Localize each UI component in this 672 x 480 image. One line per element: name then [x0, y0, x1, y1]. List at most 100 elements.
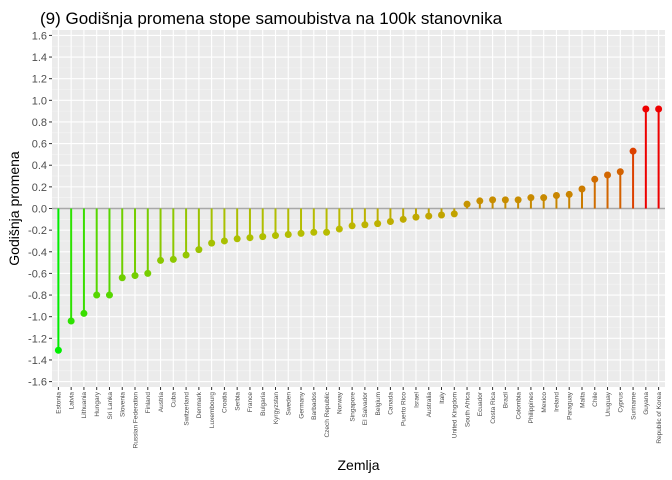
- y-tick-label: -1.2: [28, 333, 47, 345]
- x-tick-label: Finland: [145, 392, 152, 414]
- y-tick-label: 1.6: [32, 30, 47, 42]
- lollipop-point: [489, 196, 497, 204]
- lollipop-point: [323, 228, 331, 236]
- lollipop-point: [412, 213, 420, 221]
- lollipop-point: [54, 346, 62, 354]
- lollipop-point: [348, 222, 356, 230]
- lollipop-point: [450, 210, 458, 218]
- x-tick-label: Canada: [388, 392, 395, 415]
- x-tick-label: Belgium: [375, 392, 382, 415]
- x-tick-label: Luxembourg: [209, 392, 216, 429]
- lollipop-point: [297, 229, 305, 237]
- x-tick-label: Suriname: [630, 392, 637, 420]
- lollipop-point: [438, 211, 446, 219]
- y-tick-label: -1.4: [28, 355, 47, 367]
- lollipop-point: [604, 171, 612, 179]
- lollipop-point: [476, 197, 484, 205]
- lollipop-point: [655, 105, 663, 113]
- lollipop-point: [195, 246, 203, 254]
- lollipop-point: [578, 185, 586, 193]
- lollipop-point: [514, 196, 522, 204]
- x-tick-label: Uruguay: [605, 391, 612, 416]
- lollipop-point: [144, 269, 152, 277]
- x-tick-label: Colombia: [515, 392, 522, 420]
- y-tick-label: 0.2: [32, 182, 47, 194]
- x-tick-label: Czech Republic: [324, 391, 331, 437]
- x-tick-label: Mexico: [541, 392, 548, 413]
- x-tick-label: Barbados: [311, 391, 318, 420]
- x-tick-label: Republic of Korea: [656, 392, 663, 444]
- y-axis: -1.6 -1.4 -1.2 -1.0 -0.8 -0.6 -0.4 -0.2 0.0 0.2 0.…: [28, 30, 52, 389]
- lollipop-point: [399, 215, 407, 223]
- x-tick-label: Singapore: [349, 392, 356, 422]
- lollipop-point: [284, 230, 292, 238]
- x-tick-label: Norway: [337, 391, 344, 414]
- y-tick-label: -1.0: [28, 312, 47, 324]
- x-tick-label: Philippines: [528, 391, 535, 423]
- lollipop-point: [374, 220, 382, 228]
- x-tick-label: Puerto Rico: [400, 392, 407, 426]
- y-tick-label: 0.4: [32, 160, 47, 172]
- y-tick-label: -0.8: [28, 290, 47, 302]
- lollipop-point: [527, 194, 535, 202]
- lollipop-point: [361, 221, 369, 229]
- y-tick-label: 1.4: [32, 52, 47, 64]
- y-tick-label: -0.4: [28, 247, 47, 259]
- lollipop-point: [642, 105, 650, 113]
- x-tick-label: Russian Federation: [132, 392, 139, 449]
- lollipop-point: [335, 225, 343, 233]
- y-tick-label: 1.2: [32, 74, 47, 86]
- lollipop-point: [565, 190, 573, 198]
- lollipop-point: [310, 228, 318, 236]
- lollipop-point: [629, 147, 637, 155]
- x-tick-label: Italy: [439, 391, 446, 404]
- x-axis: Estonia Latvia Lithuania Hungary Sri Lanka Sl…: [56, 387, 663, 448]
- x-tick-label: Costa Rica: [490, 392, 497, 424]
- lollipop-point: [501, 196, 509, 204]
- x-tick-label: Chile: [592, 392, 599, 407]
- x-tick-label: Switzerland: [183, 392, 190, 426]
- lollipop-point: [233, 235, 241, 243]
- x-axis-title: Zemlja: [337, 457, 379, 473]
- lollipop-point: [246, 234, 254, 242]
- x-tick-label: Guyana: [643, 392, 650, 415]
- x-tick-label: El Salvador: [362, 391, 369, 425]
- lollipop-point: [616, 168, 624, 176]
- lollipop-point: [208, 239, 216, 247]
- x-tick-label: Paraguay: [567, 391, 574, 420]
- x-tick-label: Bulgaria: [260, 392, 267, 416]
- lollipop-point: [131, 272, 139, 280]
- y-tick-label: 0.0: [32, 204, 47, 216]
- x-tick-label: Malta: [579, 392, 586, 408]
- lollipop-point: [259, 233, 267, 241]
- x-tick-label: Slovenia: [120, 392, 127, 417]
- x-tick-label: Cuba: [171, 392, 178, 408]
- x-tick-label: Croatia: [222, 392, 229, 413]
- y-tick-label: 1.0: [32, 95, 47, 107]
- lollipop-point: [157, 256, 165, 264]
- lollipop-stems: [57, 108, 660, 351]
- lollipop-point: [463, 200, 471, 208]
- y-tick-label: -1.6: [28, 377, 47, 389]
- y-tick-label: 0.8: [32, 117, 47, 129]
- lollipop-point: [552, 192, 560, 200]
- x-tick-label: Estonia: [56, 392, 63, 414]
- x-tick-label: Sri Lanka: [107, 392, 114, 420]
- lollipop-point: [271, 232, 279, 240]
- lollipop-point: [540, 194, 548, 202]
- lollipop-point: [118, 274, 126, 282]
- y-tick-label: 0.6: [32, 139, 47, 151]
- x-tick-label: Denmark: [196, 391, 203, 418]
- x-tick-label: Australia: [426, 392, 433, 418]
- x-tick-label: Austria: [158, 392, 165, 413]
- y-tick-label: -0.2: [28, 225, 47, 237]
- x-tick-label: Lithuania: [81, 392, 88, 419]
- lollipop-point: [169, 255, 177, 263]
- lollipop-point: [386, 217, 394, 225]
- lollipop-points: [54, 105, 663, 354]
- x-tick-label: Israel: [413, 391, 420, 407]
- x-tick-label: Serbia: [234, 392, 241, 411]
- lollipop-point: [182, 251, 190, 259]
- lollipop-point: [93, 291, 101, 299]
